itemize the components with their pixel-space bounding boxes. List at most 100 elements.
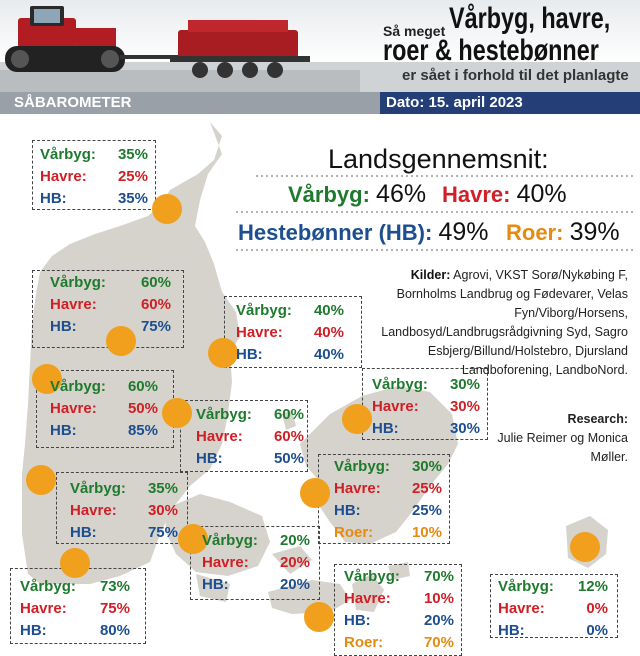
hb-value: 0% [586, 622, 608, 639]
hb-label: HB: [20, 622, 47, 639]
tractor-illustration [0, 6, 640, 92]
region-marker-funen [178, 524, 208, 554]
varbyg-label: Vårbyg: [372, 376, 428, 393]
hb-label: HB: [334, 502, 361, 519]
varbyg-value: 70% [423, 568, 454, 585]
havre-value: 30% [449, 398, 480, 415]
varbyg-label: Vårbyg: [70, 480, 126, 497]
varbyg-value: 73% [99, 578, 130, 595]
hb-value: 75% [140, 318, 171, 335]
hb-label: HB: [70, 524, 97, 541]
date-label: Dato: 15. april 2023 [386, 94, 523, 111]
havre-label: Havre: [344, 590, 391, 607]
varbyg-value: 60% [140, 274, 171, 291]
region-marker-lolland-falster [304, 602, 334, 632]
region-box-southwestjutland [56, 472, 188, 544]
roer-label: Roer: [344, 634, 384, 651]
varbyg-value: 35% [147, 480, 178, 497]
header-banner: Så meget Vårbyg, havre, roer & hestebønn… [0, 0, 640, 92]
hb-value: 20% [423, 612, 454, 629]
havre-value: 10% [423, 590, 454, 607]
varbyg-label: Vårbyg: [40, 146, 96, 163]
region-westzealand: Vårbyg: 30% Havre: 25% HB: 25% Roer: 10% [334, 458, 442, 546]
region-northwest: Vårbyg: 60% Havre: 60% HB: 75% [50, 274, 171, 340]
hb-value: 80% [99, 622, 130, 639]
sources-text: Kilder: Agrovi, VKST Sorø/Nykøbing F, Bo… [348, 266, 628, 380]
national-varbyg: Vårbyg: 46% [288, 180, 426, 209]
varbyg-value: 20% [279, 532, 310, 549]
hb-label: HB: [202, 576, 229, 593]
national-varbyg-label: Vårbyg: [288, 182, 370, 207]
national-havre-label: Havre: [442, 182, 511, 207]
roer-value: 70% [423, 634, 454, 651]
region-southwestjutland: Vårbyg: 35% Havre: 30% HB: 75% [70, 480, 178, 546]
region-marker-westjutland [32, 364, 62, 394]
header-kicker: Så meget [383, 23, 446, 39]
national-havre: Havre: 40% [442, 180, 567, 209]
national-hb: Hestebønner (HB): 49% [238, 218, 489, 247]
hb-value: 50% [273, 450, 304, 467]
national-havre-value: 40% [516, 180, 567, 208]
sources-body: Agrovi, VKST Sorø/Nykøbing F, Bornholms … [381, 268, 628, 377]
hb-value: 40% [313, 346, 344, 363]
region-eastjutland: Vårbyg: 60% Havre: 60% HB: 50% [196, 406, 304, 472]
havre-label: Havre: [236, 324, 283, 341]
havre-value: 0% [586, 600, 608, 617]
header-title-line1: Vårbyg, havre, [449, 2, 611, 35]
region-bornholm: Vårbyg: 12% Havre: 0% HB: 0% [498, 578, 608, 644]
region-marker-northwest [106, 326, 136, 356]
header-title-line2: roer & hestebønner [383, 34, 599, 67]
havre-value: 25% [411, 480, 442, 497]
havre-value: 60% [273, 428, 304, 445]
seed-drill-illustration [170, 20, 310, 78]
region-box-funen [190, 526, 320, 600]
region-funen: Vårbyg: 20% Havre: 20% HB: 20% [202, 532, 310, 598]
varbyg-label: Vårbyg: [50, 378, 106, 395]
research-body: Julie Reimer og Monica Møller. [497, 431, 628, 464]
varbyg-value: 60% [127, 378, 158, 395]
region-djursland: Vårbyg: 40% Havre: 40% HB: 40% [236, 302, 344, 368]
region-marker-djursland [208, 338, 238, 368]
varbyg-label: Vårbyg: [344, 568, 400, 585]
region-marker-northzealand [342, 404, 372, 434]
hb-label: HB: [498, 622, 525, 639]
section-label: SÅBAROMETER [14, 94, 132, 111]
section-bar: SÅBAROMETER [0, 92, 380, 114]
varbyg-value: 30% [411, 458, 442, 475]
hb-value: 25% [411, 502, 442, 519]
varbyg-value: 40% [313, 302, 344, 319]
roer-value: 10% [411, 524, 442, 541]
hb-value: 20% [279, 576, 310, 593]
region-north: Vårbyg: 35% Havre: 25% HB: 35% [40, 146, 148, 212]
national-hb-label: Hestebønner (HB): [238, 220, 433, 245]
sources-label: Kilder: [410, 268, 451, 282]
region-marker-southjutland [60, 548, 90, 578]
varbyg-value: 60% [273, 406, 304, 423]
region-box-northzealand [362, 368, 488, 440]
hb-label: HB: [344, 612, 371, 629]
havre-value: 40% [313, 324, 344, 341]
header-subtitle: er sået i forhold til det planlagte [402, 67, 629, 84]
roer-label: Roer: [334, 524, 374, 541]
region-northzealand: Vårbyg: 30% Havre: 30% HB: 30% [372, 376, 480, 442]
info-bar: SÅBAROMETER Dato: 15. april 2023 [0, 92, 640, 114]
research-text: Research: Julie Reimer og Monica Møller. [470, 410, 628, 467]
varbyg-label: Vårbyg: [202, 532, 258, 549]
hb-label: HB: [50, 422, 77, 439]
havre-label: Havre: [498, 600, 545, 617]
havre-label: Havre: [50, 296, 97, 313]
national-roer: Roer: 39% [506, 218, 620, 247]
region-marker-westzealand [300, 478, 330, 508]
hb-value: 30% [449, 420, 480, 437]
varbyg-value: 12% [577, 578, 608, 595]
varbyg-label: Vårbyg: [334, 458, 390, 475]
havre-label: Havre: [334, 480, 381, 497]
havre-value: 20% [279, 554, 310, 571]
region-lolland-falster: Vårbyg: 70% Havre: 10% HB: 20% Roer: 70% [344, 568, 454, 656]
region-box-north [32, 140, 156, 210]
havre-label: Havre: [196, 428, 243, 445]
havre-label: Havre: [70, 502, 117, 519]
national-roer-label: Roer: [506, 220, 564, 245]
national-dividers [236, 175, 634, 251]
map-of-denmark [22, 122, 608, 614]
